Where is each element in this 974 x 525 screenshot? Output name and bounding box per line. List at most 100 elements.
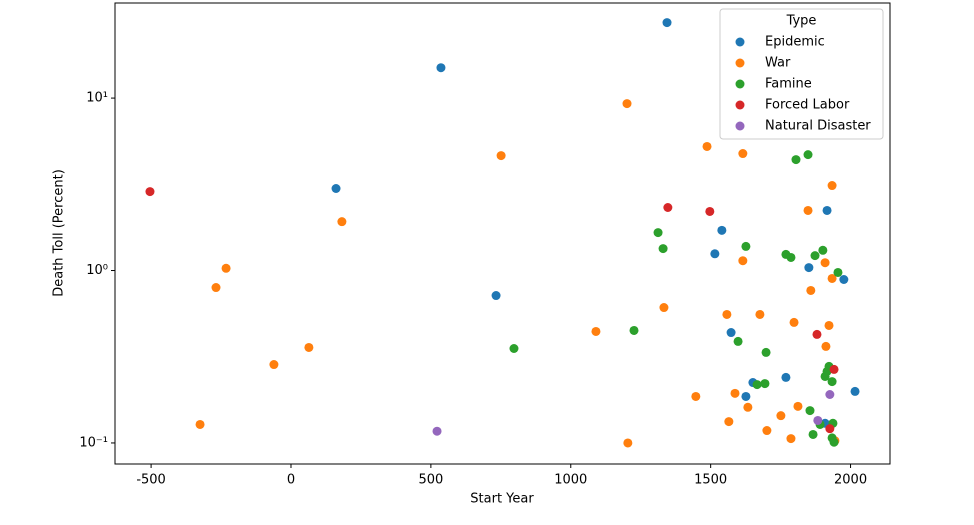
point: [812, 329, 822, 339]
point: [786, 252, 796, 262]
point: [705, 206, 715, 216]
y-tick-label: 10⁰: [86, 263, 108, 278]
point: [781, 372, 791, 382]
point: [195, 419, 205, 429]
point: [827, 377, 837, 387]
point: [760, 379, 770, 389]
legend-label: War: [765, 56, 791, 71]
point: [820, 371, 830, 381]
point: [755, 309, 765, 319]
point: [743, 402, 753, 412]
legend-label: Famine: [765, 77, 812, 92]
point: [702, 141, 712, 151]
y-tick-label: 10¹: [86, 91, 108, 106]
point: [491, 291, 501, 301]
point: [827, 181, 837, 191]
point: [804, 263, 814, 273]
point: [813, 415, 823, 425]
point: [738, 256, 748, 266]
x-tick-label: 0: [287, 473, 295, 488]
legend-title: Type: [786, 14, 817, 29]
y-tick-label: 10⁻¹: [79, 435, 108, 450]
point: [337, 217, 347, 227]
x-axis-label: Start Year: [470, 492, 534, 507]
point: [722, 309, 732, 319]
y-axis-label: Death Toll (Percent): [52, 169, 67, 297]
point: [622, 99, 632, 109]
legend-marker: [735, 58, 745, 68]
x-tick-label: 500: [418, 473, 443, 488]
point: [786, 434, 796, 444]
legend-label: Forced Labor: [765, 98, 850, 113]
point: [829, 437, 839, 447]
legend-marker: [735, 100, 745, 110]
point: [803, 150, 813, 160]
point: [591, 326, 601, 336]
plot-frame: [114, 2, 891, 465]
point: [761, 347, 771, 357]
point: [806, 285, 816, 295]
x-tick-label: -500: [136, 473, 166, 488]
point: [145, 187, 155, 197]
x-tick-label: 1500: [694, 473, 727, 488]
point: [331, 183, 341, 193]
point: [726, 328, 736, 338]
legend-marker: [735, 121, 745, 131]
point: [738, 149, 748, 159]
point: [653, 228, 663, 238]
point: [496, 151, 506, 161]
point: [623, 438, 633, 448]
point: [629, 325, 639, 335]
point: [432, 426, 442, 436]
point: [662, 18, 672, 28]
x-tick-label: 1000: [554, 473, 587, 488]
point: [733, 336, 743, 346]
x-tick-label: 2000: [834, 473, 867, 488]
point: [211, 283, 221, 293]
point: [663, 202, 673, 212]
point: [818, 245, 828, 255]
point: [827, 273, 837, 283]
point: [793, 401, 803, 411]
point: [808, 429, 818, 439]
point: [436, 63, 446, 73]
point: [839, 275, 849, 285]
point: [659, 303, 669, 313]
point: [741, 391, 751, 401]
point: [752, 380, 762, 390]
point: [805, 406, 815, 416]
legend-label: Natural Disaster: [765, 119, 871, 134]
point: [789, 317, 799, 327]
point: [221, 263, 231, 273]
point: [776, 411, 786, 421]
point: [822, 205, 832, 215]
point: [810, 251, 820, 261]
point: [820, 258, 830, 268]
point: [269, 360, 279, 370]
legend-box: [719, 8, 884, 140]
point: [691, 391, 701, 401]
point: [803, 205, 813, 215]
point: [730, 388, 740, 398]
point: [710, 249, 720, 259]
point: [762, 426, 772, 436]
point: [821, 341, 831, 351]
point: [717, 225, 727, 235]
point: [658, 244, 668, 254]
point: [824, 320, 834, 330]
point: [304, 342, 314, 352]
legend-marker: [735, 37, 745, 47]
point: [825, 389, 835, 399]
point: [829, 364, 839, 374]
point: [741, 241, 751, 251]
point: [724, 417, 734, 427]
legend-marker: [735, 79, 745, 89]
point: [791, 155, 801, 165]
point: [509, 343, 519, 353]
legend-label: Epidemic: [765, 35, 825, 50]
point: [825, 424, 835, 434]
point: [833, 267, 843, 277]
point: [850, 386, 860, 396]
